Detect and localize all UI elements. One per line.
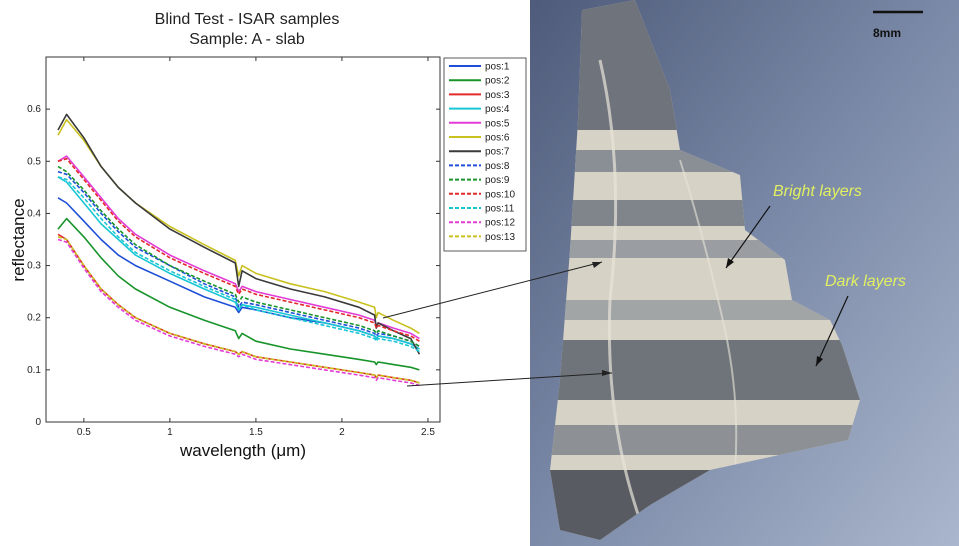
series-line-pos-9 [57,165,420,348]
series-line-pos-13 [57,236,420,384]
series-line-pos-8 [57,170,420,348]
legend-label: pos:11 [485,204,515,215]
dark-layers-arrowhead [816,356,823,366]
y-tick-label: 0 [35,417,41,428]
x-tick-label: 2.5 [421,427,435,438]
legend-label: pos:13 [485,232,515,243]
y-axis-label: reflectance [9,198,28,281]
y-tick-label: 0.1 [27,365,41,376]
scale-bar-label: 8mm [873,26,901,40]
series-line-pos-7 [57,113,421,355]
y-tick-label: 0.6 [27,104,41,115]
y-tick-label: 0.4 [27,208,41,219]
series-layer [57,113,421,387]
legend-label: pos:5 [485,118,510,129]
x-tick-label: 2 [339,427,345,438]
chart-title: Blind Test - ISAR samples [155,11,340,28]
plot-area [45,56,441,423]
y-tick-label: 0.3 [27,261,41,272]
legend-label: pos:10 [485,189,515,200]
legend-label: pos:6 [485,133,510,144]
series-line-pos-2 [57,217,420,371]
legend-label: pos:7 [485,147,510,158]
x-tick-label: 0.5 [77,427,91,438]
y-tick-label: 0.2 [27,313,41,324]
legend-box [443,57,527,252]
x-tick-label: 1 [167,427,173,438]
legend-label: pos:9 [485,175,510,186]
x-tick-label: 1.5 [249,427,263,438]
series-line-pos-11 [57,176,420,353]
spectra-chart: Blind Test - ISAR samples Sample: A - sl… [9,11,527,460]
dark-layers-label: Dark layers [825,273,906,290]
legend-label: pos:2 [485,76,510,87]
series-line-pos-12 [57,238,420,387]
tick-layer: 0.5 1 1.5 2 2.5 0 0.1 0.2 0.3 0.4 0.5 0.6 [27,57,440,438]
legend-label: pos:8 [485,161,510,172]
rock-sample-photo: 8mm Bright layers Dark layers [530,0,959,546]
bright-layers-label: Bright layers [773,183,862,200]
chart-subtitle: Sample: A - slab [189,31,305,48]
y-tick-label: 0.5 [27,156,41,167]
dark-layers-arrow [815,295,849,367]
legend: pos:1 pos:2 pos:3 pos:4 pos:5 pos:6 pos:7 pos:8… [443,57,527,252]
legend-label: pos:3 [485,90,510,101]
x-axis-label: wavelength (μm) [179,441,306,460]
series-line-pos-10 [57,157,420,342]
legend-label: pos:12 [485,218,515,229]
legend-label: pos:1 [485,62,510,73]
legend-label: pos:4 [485,104,510,115]
bright-layers-arrow [725,205,771,269]
bright-layers-arrowhead [726,258,734,268]
